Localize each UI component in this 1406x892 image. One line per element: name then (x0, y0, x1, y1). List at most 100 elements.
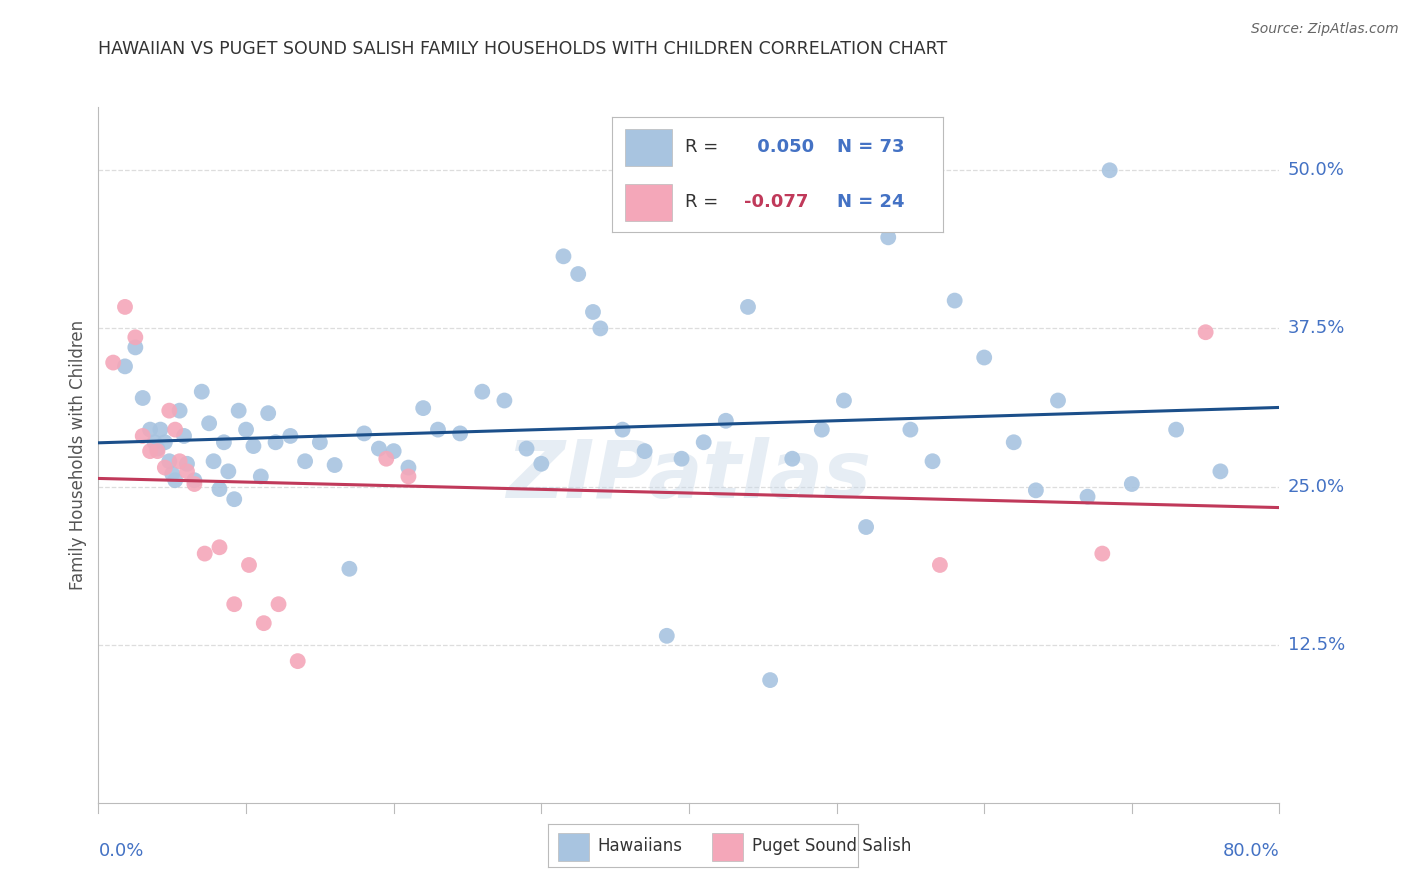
Point (494, 393, 516, 408)
Point (264, 435, 287, 450)
Point (655, 629, 678, 643)
Point (877, 230, 900, 244)
Point (124, 340, 146, 354)
Point (238, 558, 260, 572)
Y-axis label: Family Households with Children: Family Households with Children (69, 320, 87, 590)
Point (582, 305, 605, 319)
Point (832, 393, 855, 408)
Point (1025, 483, 1047, 498)
Point (228, 403, 250, 417)
Text: N = 24: N = 24 (837, 194, 904, 211)
Point (396, 469, 419, 483)
Point (103, 355, 125, 369)
Point (146, 444, 169, 458)
Point (278, 429, 302, 443)
Text: 50.0%: 50.0% (1288, 161, 1344, 179)
Point (294, 454, 316, 468)
Point (162, 467, 183, 481)
Point (1164, 423, 1187, 437)
Point (139, 444, 162, 458)
Point (412, 401, 434, 416)
Point (173, 429, 195, 443)
Point (139, 423, 162, 437)
Text: ZIPatlas: ZIPatlas (506, 437, 872, 515)
Text: R =: R = (685, 138, 724, 156)
Point (928, 558, 950, 572)
Point (1195, 325, 1218, 339)
Point (759, 673, 782, 687)
Point (671, 451, 693, 466)
Point (253, 616, 276, 631)
Point (287, 654, 309, 668)
Point (224, 492, 246, 507)
Point (943, 293, 966, 308)
Point (183, 473, 205, 487)
Text: HAWAIIAN VS PUGET SOUND SALISH FAMILY HOUSEHOLDS WITH CHILDREN CORRELATION CHART: HAWAIIAN VS PUGET SOUND SALISH FAMILY HO… (98, 40, 948, 58)
Point (165, 473, 187, 487)
Point (449, 426, 471, 441)
Point (198, 417, 221, 431)
Point (224, 597, 246, 611)
Point (183, 477, 205, 491)
Point (176, 464, 198, 478)
Point (208, 482, 231, 496)
Point (208, 541, 231, 555)
Point (612, 423, 634, 437)
Point (309, 435, 332, 450)
Point (714, 414, 737, 428)
Point (382, 444, 405, 458)
Text: -0.077: -0.077 (744, 194, 808, 211)
Point (250, 469, 273, 483)
Point (471, 384, 494, 399)
Text: Source: ZipAtlas.com: Source: ZipAtlas.com (1251, 22, 1399, 37)
Point (375, 451, 398, 466)
FancyBboxPatch shape (558, 833, 589, 861)
Point (194, 547, 217, 561)
Point (176, 457, 198, 471)
FancyBboxPatch shape (626, 184, 672, 221)
Point (153, 460, 176, 475)
Text: N = 73: N = 73 (837, 138, 904, 156)
Point (132, 429, 155, 443)
Point (157, 403, 180, 417)
Text: 0.0%: 0.0% (98, 842, 143, 860)
Point (202, 454, 225, 468)
Point (553, 249, 575, 263)
Point (589, 321, 612, 335)
Point (353, 426, 375, 441)
Point (114, 300, 136, 314)
Point (257, 406, 280, 420)
Point (921, 454, 943, 468)
Text: Hawaiians: Hawaiians (598, 837, 683, 855)
Point (157, 454, 180, 468)
Point (337, 562, 360, 576)
Point (153, 435, 176, 450)
Point (633, 444, 655, 458)
Point (427, 423, 450, 437)
Point (1121, 477, 1143, 491)
Point (1002, 435, 1025, 450)
Point (515, 442, 537, 456)
Point (1098, 163, 1121, 178)
Point (169, 454, 191, 468)
Point (567, 267, 589, 281)
Point (235, 423, 257, 437)
Point (267, 597, 290, 611)
Point (217, 464, 239, 478)
Point (396, 460, 419, 475)
Text: Puget Sound Salish: Puget Sound Salish (752, 837, 912, 855)
Point (149, 423, 172, 437)
Point (810, 423, 832, 437)
Point (973, 351, 995, 365)
Point (242, 439, 264, 453)
Point (146, 442, 169, 456)
FancyBboxPatch shape (713, 833, 744, 861)
Point (530, 457, 553, 471)
Text: 80.0%: 80.0% (1223, 842, 1279, 860)
Point (165, 423, 187, 437)
Text: 37.5%: 37.5% (1288, 319, 1346, 337)
Point (1091, 547, 1114, 561)
Point (323, 458, 346, 472)
Text: R =: R = (685, 194, 724, 211)
Point (900, 423, 922, 437)
